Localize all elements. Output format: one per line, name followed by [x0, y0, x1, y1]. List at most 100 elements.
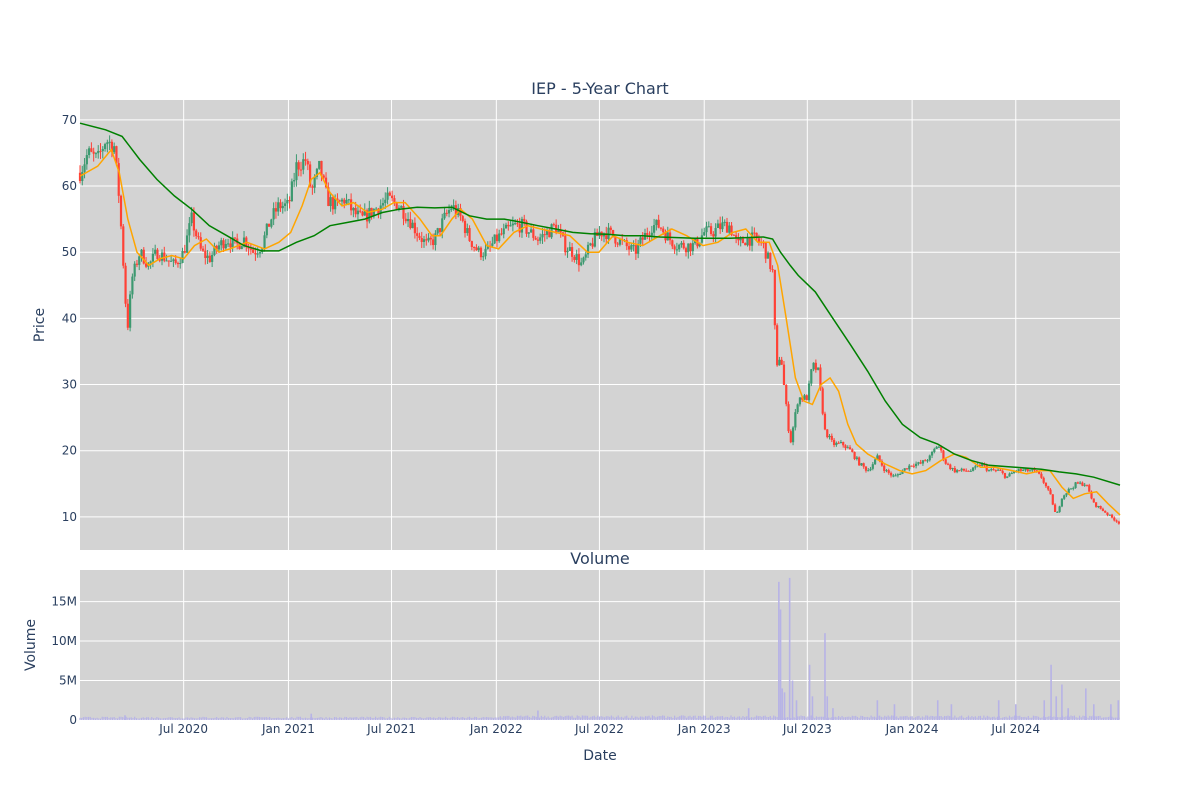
- candle-body: [662, 228, 665, 233]
- volume-y-axis-title: Volume: [23, 619, 39, 671]
- volume-bar: [641, 716, 643, 720]
- candle-body: [151, 253, 155, 262]
- candle-body: [855, 457, 858, 459]
- volume-bar: [173, 718, 175, 720]
- volume-bar: [164, 718, 167, 720]
- candle-body: [586, 244, 590, 255]
- volume-bar: [535, 716, 537, 720]
- candle-body: [1106, 512, 1109, 515]
- volume-bar: [474, 716, 476, 720]
- candle-body: [131, 276, 134, 295]
- volume-bar: [487, 717, 489, 720]
- volume-bar-spike: [1043, 700, 1046, 720]
- candle-body: [536, 239, 540, 241]
- volume-bar: [595, 717, 597, 720]
- volume-bar: [217, 718, 220, 720]
- candle-body: [103, 144, 107, 150]
- candle-body: [140, 249, 143, 257]
- candle-body: [725, 221, 729, 233]
- volume-bar: [742, 716, 744, 720]
- x-tick-label: Jul 2020: [158, 722, 208, 736]
- candle-body: [500, 233, 503, 235]
- volume-subtitle: Volume: [570, 549, 630, 568]
- price-y-tick-label: 10: [62, 510, 77, 524]
- candle-body: [156, 249, 159, 260]
- volume-bar: [1029, 717, 1031, 720]
- candle-body: [684, 248, 688, 253]
- volume-bar: [591, 716, 594, 720]
- candle-body: [1060, 498, 1064, 507]
- volume-bar: [899, 716, 901, 720]
- volume-bar: [240, 717, 242, 720]
- candle-body: [728, 225, 731, 233]
- volume-bar: [320, 717, 322, 720]
- price-y-tick-label: 60: [62, 179, 77, 193]
- candle-body: [812, 362, 815, 370]
- candle-body: [338, 200, 341, 202]
- candle-body: [158, 259, 161, 261]
- candle-body: [185, 235, 189, 253]
- volume-bar: [127, 717, 129, 720]
- volume-bar: [1022, 717, 1024, 720]
- x-tick-label: Jul 2022: [574, 722, 624, 736]
- candle-body: [97, 150, 100, 154]
- candle-body: [1022, 469, 1025, 471]
- price-grid: [80, 100, 1120, 550]
- candle-body: [163, 252, 166, 261]
- candle-body: [461, 216, 464, 221]
- volume-bar: [422, 718, 425, 720]
- volume-bar: [663, 715, 665, 720]
- volume-bar: [286, 717, 288, 720]
- volume-bar: [412, 717, 414, 720]
- volume-bar: [99, 718, 102, 720]
- volume-bar: [352, 717, 354, 720]
- volume-bar: [829, 717, 831, 720]
- volume-bar: [448, 718, 450, 720]
- candle-body: [81, 171, 84, 181]
- volume-bar: [325, 717, 327, 720]
- volume-bar: [209, 718, 211, 720]
- volume-bar: [429, 717, 431, 720]
- volume-bar: [228, 718, 230, 720]
- candle-body: [359, 210, 362, 212]
- volume-bar: [520, 715, 522, 720]
- candle-body: [411, 222, 414, 229]
- candle-body: [953, 468, 956, 473]
- candle-body: [924, 460, 927, 462]
- volume-bar: [1058, 717, 1060, 720]
- volume-bar: [523, 716, 525, 720]
- volume-bar: [245, 718, 247, 720]
- candle-body: [183, 251, 186, 253]
- x-tick-label: Jul 2021: [366, 722, 416, 736]
- candle-body: [345, 199, 348, 204]
- volume-bar: [498, 717, 500, 720]
- volume-bar: [108, 717, 110, 720]
- volume-bar: [503, 716, 505, 720]
- volume-bar: [1008, 715, 1011, 720]
- candle-body: [552, 224, 555, 226]
- candle-body: [778, 359, 781, 366]
- candle-body: [634, 245, 637, 254]
- volume-bar: [1036, 716, 1038, 720]
- volume-bar: [790, 717, 792, 720]
- volume-bar: [139, 718, 141, 720]
- candle-body: [748, 237, 751, 246]
- volume-bar: [959, 716, 961, 720]
- volume-bar: [1003, 717, 1005, 720]
- candle-body: [965, 470, 968, 472]
- volume-bar: [585, 715, 587, 720]
- candle-body: [755, 232, 758, 239]
- volume-bar: [315, 718, 317, 720]
- candle-body: [771, 269, 774, 271]
- candle-body: [867, 470, 870, 472]
- volume-bar: [468, 716, 471, 720]
- x-tick-label: Jan 2024: [885, 722, 939, 736]
- candle-body: [937, 446, 940, 448]
- volume-bar: [1070, 715, 1072, 720]
- candle-body: [324, 177, 328, 188]
- volume-bar: [942, 717, 944, 720]
- candle-body: [878, 455, 881, 462]
- candle-body: [1108, 514, 1111, 516]
- volume-bar: [1014, 715, 1016, 720]
- volume-bar: [451, 716, 454, 720]
